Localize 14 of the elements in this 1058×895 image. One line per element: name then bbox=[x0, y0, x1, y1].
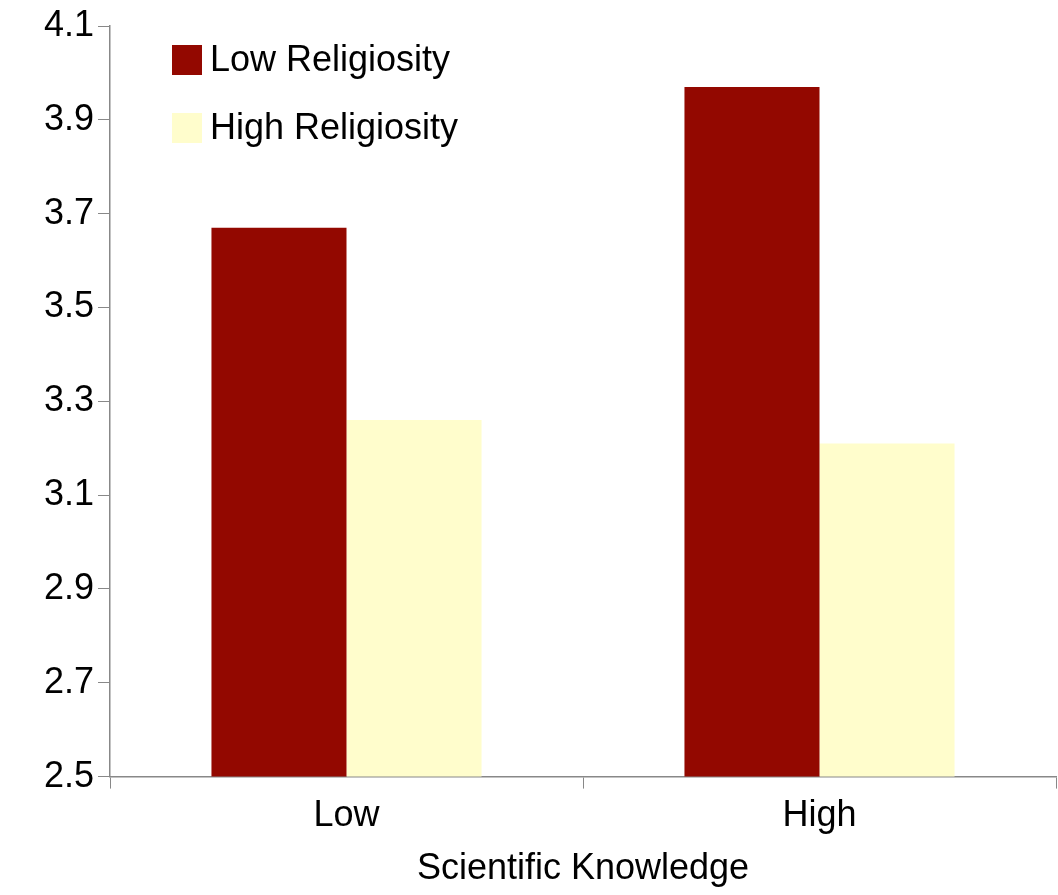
y-tick-label: 2.9 bbox=[43, 565, 94, 607]
y-tick-label: 3.3 bbox=[43, 378, 94, 420]
y-tick-label: 3.1 bbox=[43, 472, 94, 514]
y-tick-label: 4.1 bbox=[43, 2, 94, 44]
y-tick-label: 2.7 bbox=[43, 659, 94, 701]
x-axis-title: Scientific Knowledge bbox=[416, 846, 750, 888]
y-tick-label: 3.5 bbox=[43, 284, 94, 326]
y-tick-label: 3.7 bbox=[43, 190, 94, 232]
y-tick-label: 2.5 bbox=[43, 753, 94, 795]
x-tick-label: High bbox=[782, 793, 857, 835]
legend-label: High Religiosity bbox=[210, 105, 459, 147]
legend-label: Low Religiosity bbox=[210, 37, 451, 79]
x-tick-label: Low bbox=[313, 793, 381, 835]
y-tick-label: 3.9 bbox=[43, 96, 94, 138]
